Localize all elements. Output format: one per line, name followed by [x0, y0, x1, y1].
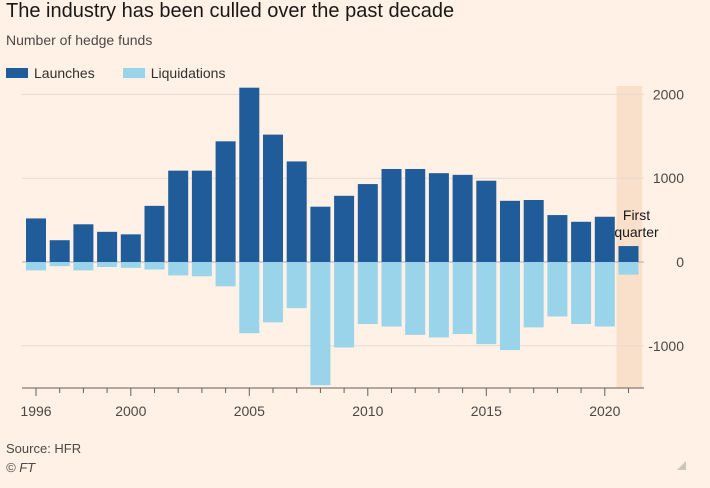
y-tick-label: 1000 — [653, 170, 684, 186]
resize-handle-icon[interactable] — [677, 461, 686, 470]
bar-liquidations-2014 — [452, 262, 473, 335]
bar-liquidations-2017 — [523, 262, 544, 328]
bar-liquidations-1996 — [26, 262, 46, 271]
bar-launches-2019 — [571, 221, 592, 262]
bar-launches-2001 — [144, 205, 165, 262]
annotation-first-quarter-line1: First — [623, 207, 650, 223]
x-tick-label: 2010 — [352, 403, 383, 419]
x-tick-label: 2000 — [115, 403, 146, 419]
legend-swatch-liquidations — [122, 68, 145, 78]
x-tick-label: 2020 — [589, 403, 620, 419]
x-tick-label: 2015 — [471, 403, 502, 419]
bar-launches-2013 — [428, 173, 449, 262]
y-tick-label: 0 — [676, 254, 684, 270]
bar-liquidations-2007 — [286, 262, 307, 309]
bar-launches-1999 — [97, 231, 118, 262]
bar-launches-2012 — [405, 168, 426, 262]
chart-title: The industry has been culled over the pa… — [6, 0, 455, 22]
bar-liquidations-2011 — [381, 262, 402, 327]
bar-launches-2020 — [594, 216, 615, 262]
source-note: Source: HFR — [6, 441, 82, 456]
bar-liquidations-2001 — [144, 262, 165, 270]
bar-launches-2006 — [263, 134, 283, 262]
highlight-band — [616, 86, 643, 389]
x-tick-label: 1996 — [20, 403, 51, 419]
bar-launches-2008 — [310, 206, 331, 262]
bar-liquidations-2015 — [476, 262, 497, 345]
y-tick-label: -1000 — [648, 338, 684, 354]
bar-liquidations-2021 — [618, 262, 639, 275]
bar-launches-2018 — [547, 215, 568, 262]
bar-liquidations-2010 — [357, 262, 378, 325]
bar-launches-2017 — [523, 199, 544, 262]
bar-launches-2007 — [286, 161, 307, 262]
bar-launches-2016 — [500, 200, 520, 262]
bar-launches-2005 — [239, 87, 260, 262]
annotation-first-quarter-line2: quarter — [614, 224, 659, 240]
legend-item-launches: Launches — [6, 65, 95, 81]
y-tick-label: 2000 — [653, 86, 684, 102]
bar-launches-2010 — [357, 184, 378, 262]
x-tick-label: 2005 — [234, 403, 265, 419]
bar-liquidations-2005 — [239, 262, 260, 334]
bar-launches-2009 — [334, 195, 355, 262]
legend: Launches Liquidations — [6, 64, 253, 82]
legend-item-liquidations: Liquidations — [122, 65, 226, 81]
bar-liquidations-2006 — [263, 262, 283, 323]
bar-launches-1996 — [26, 218, 46, 262]
chart-subtitle: Number of hedge funds — [6, 32, 153, 48]
bar-launches-2014 — [452, 174, 473, 262]
bar-liquidations-2000 — [120, 262, 141, 268]
bar-liquidations-2013 — [428, 262, 449, 338]
bar-liquidations-2019 — [571, 262, 592, 325]
legend-label-launches: Launches — [34, 65, 95, 81]
bar-liquidations-2004 — [215, 262, 236, 287]
bar-launches-2003 — [191, 170, 212, 262]
bar-launches-1997 — [49, 240, 70, 262]
bar-liquidations-1998 — [73, 262, 94, 271]
bar-liquidations-2009 — [334, 262, 355, 348]
copyright-note: © FT — [6, 460, 36, 475]
bar-liquidations-2018 — [547, 262, 568, 317]
legend-swatch-launches — [6, 68, 28, 78]
bar-liquidations-2002 — [168, 262, 189, 276]
bar-launches-2015 — [476, 180, 497, 262]
bar-launches-2002 — [168, 170, 189, 262]
bar-liquidations-1997 — [49, 262, 70, 267]
bar-launches-2004 — [215, 141, 236, 262]
bar-liquidations-2012 — [405, 262, 426, 335]
bar-liquidations-1999 — [97, 262, 118, 268]
bar-launches-1998 — [73, 224, 94, 262]
bar-launches-2000 — [120, 234, 141, 262]
bar-liquidations-2020 — [594, 262, 615, 327]
bar-liquidations-2003 — [191, 262, 212, 277]
legend-label-liquidations: Liquidations — [150, 65, 226, 81]
bar-launches-2021 — [618, 246, 639, 262]
bar-liquidations-2008 — [310, 262, 331, 386]
bar-launches-2011 — [381, 168, 402, 262]
bar-liquidations-2016 — [500, 262, 520, 350]
